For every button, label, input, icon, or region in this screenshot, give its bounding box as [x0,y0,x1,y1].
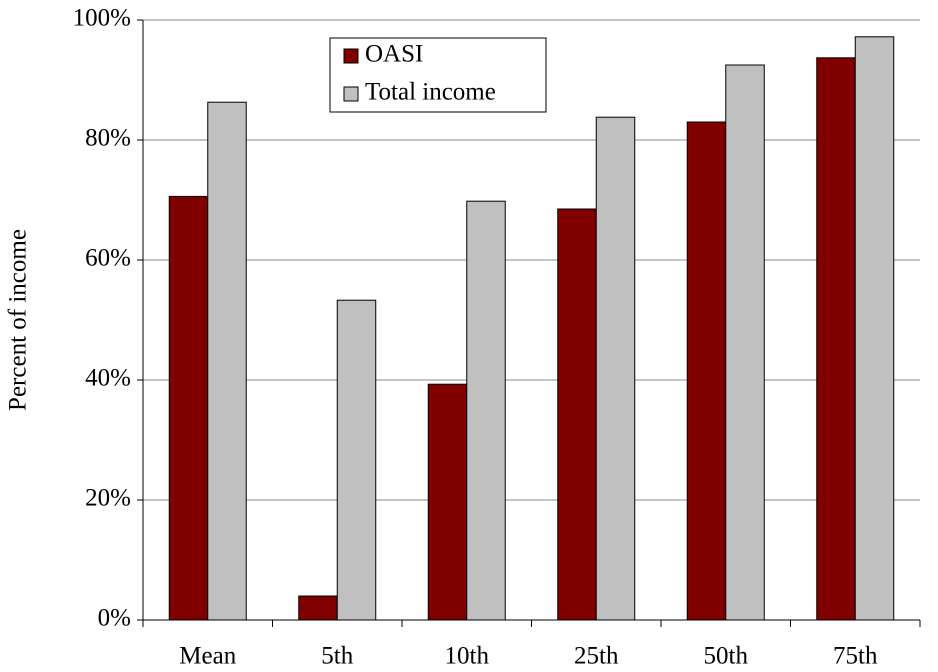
y-tick-label: 80% [85,125,131,152]
bar [298,595,338,621]
x-tick-label: 75th [833,643,878,670]
bar [725,64,765,621]
bar [686,121,727,621]
bar [427,383,468,621]
y-tick-label: 20% [85,485,131,512]
x-tick-label: 10th [445,643,490,670]
y-tick-label: 0% [98,605,131,632]
bar [557,208,597,621]
bar [854,36,895,621]
y-axis-label: Percent of income [5,229,32,411]
bar [168,195,209,621]
bar [595,116,636,621]
x-tick-label: 25th [574,643,619,670]
x-tick-label: 50th [704,643,749,670]
legend-swatch [343,86,359,102]
y-tick-label: 60% [85,245,131,272]
bar [816,57,856,621]
bar [336,299,377,621]
bar [207,101,247,621]
y-tick-label: 100% [73,5,131,32]
x-tick-label: 5th [321,643,353,670]
y-tick-label: 40% [85,365,131,392]
bar [466,200,506,621]
legend-box [329,37,547,113]
legend-swatch [343,48,359,64]
legend-label: Total income [365,79,496,106]
legend-label: OASI [365,41,423,68]
x-tick-label: Mean [179,643,236,670]
